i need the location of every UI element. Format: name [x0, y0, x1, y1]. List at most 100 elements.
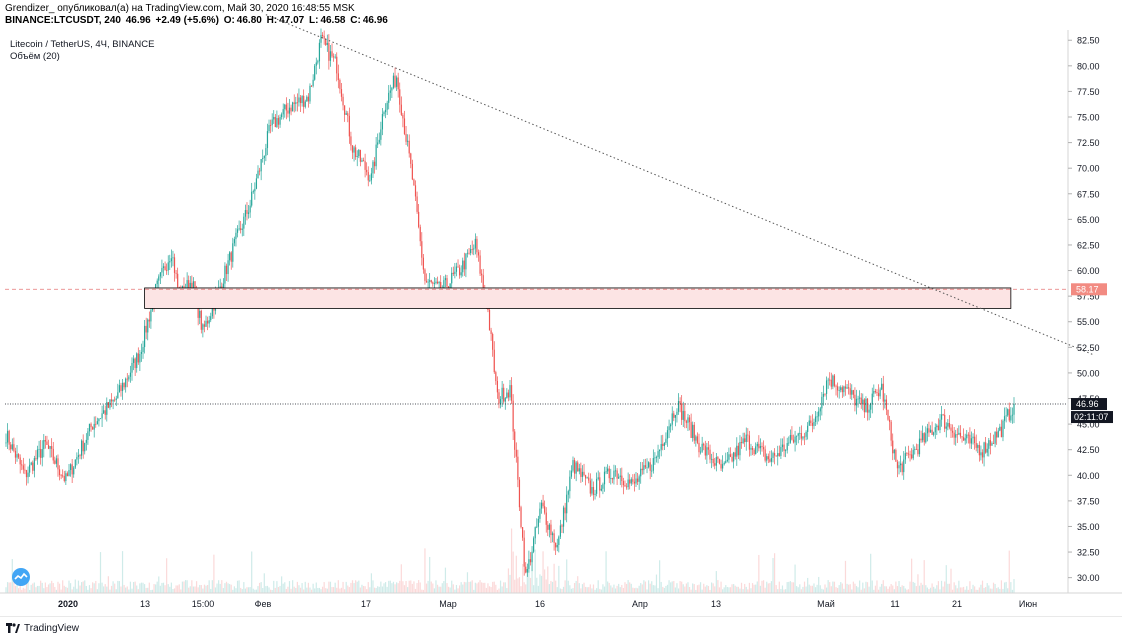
time-tick-label: 13: [140, 599, 150, 609]
candle-body: [405, 133, 407, 142]
candle-body: [24, 469, 26, 471]
volume-bar: [788, 581, 790, 593]
volume-bar: [660, 581, 662, 593]
time-tick-label: 16: [535, 599, 545, 609]
time-axis[interactable]: 2020 13 15:00 Фев 17 Мар 16 Апр 13 Май 11 21 Июн: [58, 599, 1037, 609]
candle-body: [767, 456, 769, 460]
volume-bar: [285, 588, 287, 593]
candle-body: [818, 411, 820, 417]
volume-bar: [679, 581, 681, 593]
last-value: 46.96: [125, 15, 151, 26]
volume-bar: [47, 584, 50, 593]
candle-body: [769, 459, 771, 462]
candle-body: [923, 433, 925, 443]
volume-bar: [24, 588, 26, 593]
candle-body: [802, 436, 804, 439]
candle-body: [591, 487, 593, 494]
candle-body: [477, 252, 480, 256]
low-label: L:: [308, 15, 319, 26]
volume-bar: [244, 588, 246, 593]
candle-body: [942, 414, 944, 416]
change-value: +2.49 (+5.6%): [155, 15, 219, 26]
candle-body: [254, 188, 256, 192]
candle-body: [644, 465, 647, 468]
volume-bar: [736, 586, 738, 593]
volume-bar: [419, 582, 421, 593]
volume-bar: [674, 587, 676, 593]
candle-body: [533, 538, 535, 552]
candle-body: [1008, 409, 1010, 421]
volume-bar: [62, 580, 64, 593]
volume-bar: [636, 588, 639, 593]
candle-body: [270, 125, 272, 126]
plot-area[interactable]: [5, 30, 1068, 593]
volume-bar: [191, 580, 193, 593]
candle-body: [388, 92, 390, 103]
candle-body: [320, 34, 322, 43]
volume-bar: [328, 581, 330, 593]
candle-body: [230, 252, 232, 262]
candle-body: [808, 420, 810, 426]
volume-bar: [566, 559, 568, 593]
volume-bar: [175, 585, 177, 593]
volume-bar: [221, 580, 223, 593]
volume-bar: [755, 584, 757, 593]
price-tick-label: 32.50: [1077, 548, 1100, 558]
candle-body: [63, 476, 65, 482]
publish-info: Grendizer_ опубликовал(а) на TradingView…: [5, 3, 355, 14]
candle-body: [399, 89, 401, 105]
candle-body: [51, 446, 53, 449]
volume-bar: [233, 586, 235, 593]
volume-bar: [432, 583, 434, 593]
candle-body: [54, 460, 56, 464]
volume-bar: [92, 582, 94, 593]
candle-body: [940, 414, 943, 420]
volume-bar: [610, 585, 612, 593]
candle-body: [607, 468, 609, 472]
volume-bar: [641, 584, 643, 593]
volume-bar: [466, 572, 469, 593]
volume-bar: [454, 589, 456, 593]
candle-body: [279, 117, 281, 125]
price-axis[interactable]: 82.50 80.00 77.50 75.00 72.50 70.00 67.50 65.00…: [1068, 36, 1100, 583]
volume-bar: [487, 583, 489, 593]
candle-body: [780, 447, 782, 456]
volume-bar: [520, 586, 522, 593]
volume-bar: [802, 586, 804, 593]
resistance-zone[interactable]: [144, 287, 1012, 309]
candle-body: [1011, 414, 1014, 416]
candle-body: [755, 446, 757, 455]
volume-bar: [728, 587, 730, 593]
candle-body: [427, 281, 429, 283]
volume-bar: [252, 588, 254, 593]
volume-bar: [605, 551, 607, 593]
candle-body: [236, 229, 239, 233]
candle-body: [558, 536, 560, 545]
volume-bar: [348, 587, 350, 593]
candle-body: [232, 243, 234, 262]
candle-body: [145, 325, 147, 333]
candle-body: [367, 172, 369, 181]
volume-bar: [399, 580, 401, 593]
candle-body: [848, 387, 850, 389]
candle-body: [451, 272, 453, 284]
trendline[interactable]: [265, 14, 1093, 355]
volume-bar: [140, 582, 143, 593]
volume-bar: [416, 583, 418, 593]
volume-bar: [424, 548, 426, 593]
volume-bar: [580, 588, 582, 593]
candle-body: [397, 77, 399, 90]
candle-body: [512, 400, 514, 432]
volume-bar: [479, 580, 481, 593]
volume-bar: [525, 584, 527, 593]
volume-bar: [895, 581, 897, 593]
volume-bar: [630, 583, 632, 593]
volume-bar: [18, 588, 20, 593]
volume-bar: [893, 589, 895, 593]
volume-bar: [980, 584, 982, 593]
volume-bar: [761, 580, 763, 593]
volume-bar: [337, 580, 339, 593]
volume-bar: [550, 580, 552, 593]
volume-bar: [136, 585, 138, 593]
